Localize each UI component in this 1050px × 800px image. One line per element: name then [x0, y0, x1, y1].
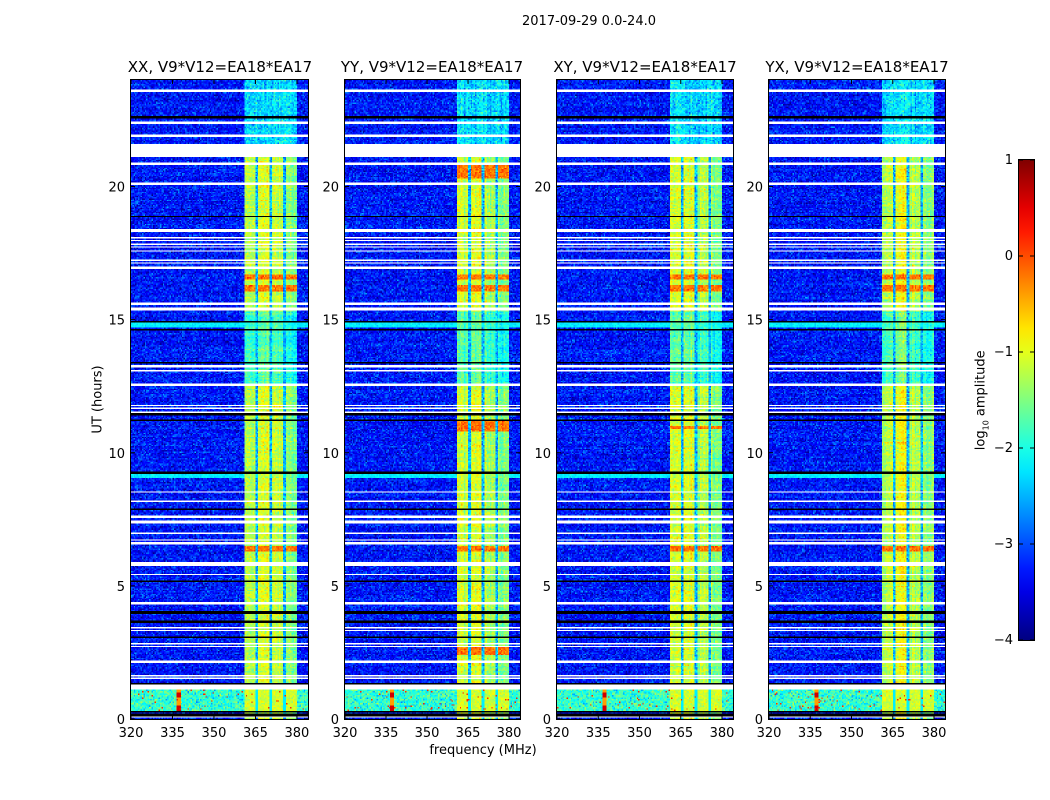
- y-tick-label: 20: [534, 181, 551, 196]
- heatmap-panel-yy: [344, 79, 521, 720]
- y-tick-label: 10: [322, 447, 339, 462]
- x-tick-label: 380: [285, 726, 310, 741]
- x-axis-label: frequency (MHz): [429, 743, 537, 758]
- figure-title: 2017-09-29 0.0-24.0: [522, 14, 656, 29]
- x-tick-label: 350: [415, 726, 440, 741]
- heatmap-panel-xy: [556, 79, 734, 720]
- x-tick-label: 365: [243, 726, 268, 741]
- panel-title-xy: XY, V9*V12=EA18*EA17: [553, 58, 737, 76]
- x-tick-label: 335: [586, 726, 611, 741]
- y-tick-label: 15: [534, 314, 551, 329]
- x-tick-label: 320: [333, 726, 358, 741]
- panel-title-yx: YX, V9*V12=EA18*EA17: [765, 58, 949, 76]
- x-tick-label: 335: [798, 726, 823, 741]
- y-tick-label: 15: [108, 314, 125, 329]
- x-tick-label: 320: [119, 726, 144, 741]
- y-tick-label: 0: [543, 713, 551, 728]
- y-tick-label: 5: [755, 580, 763, 595]
- y-tick-label: 15: [322, 314, 339, 329]
- colorbar-tick-label: 1: [1005, 153, 1013, 168]
- y-tick-label: 0: [117, 713, 125, 728]
- y-tick-label: 15: [746, 314, 763, 329]
- x-tick-label: 320: [757, 726, 782, 741]
- x-tick-label: 365: [880, 726, 905, 741]
- x-tick-label: 320: [545, 726, 570, 741]
- colorbar-tick-label: −4: [994, 633, 1013, 648]
- x-tick-label: 350: [627, 726, 652, 741]
- x-tick-label: 365: [456, 726, 481, 741]
- colorbar: [1018, 159, 1035, 641]
- panel-title-yy: YY, V9*V12=EA18*EA17: [340, 58, 524, 76]
- colorbar-tick-label: −2: [994, 441, 1013, 456]
- y-tick-label: 20: [322, 181, 339, 196]
- y-tick-label: 20: [746, 181, 763, 196]
- y-tick-label: 10: [746, 447, 763, 462]
- y-tick-label: 5: [331, 580, 339, 595]
- x-tick-label: 350: [202, 726, 227, 741]
- x-tick-label: 335: [160, 726, 185, 741]
- colorbar-tick-label: −3: [994, 537, 1013, 552]
- y-tick-label: 5: [543, 580, 551, 595]
- heatmap-image-yx: [769, 80, 945, 719]
- y-tick-label: 5: [117, 580, 125, 595]
- colorbar-tick-label: −1: [994, 345, 1013, 360]
- heatmap-image-yy: [345, 80, 520, 719]
- x-tick-label: 380: [922, 726, 947, 741]
- panel-title-xx: XX, V9*V12=EA18*EA17: [127, 58, 313, 76]
- y-tick-label: 10: [534, 447, 551, 462]
- x-tick-label: 350: [839, 726, 864, 741]
- x-tick-label: 335: [374, 726, 399, 741]
- y-tick-label: 20: [108, 181, 125, 196]
- heatmap-image-xy: [557, 80, 733, 719]
- y-tick-label: 0: [755, 713, 763, 728]
- y-tick-label: 0: [331, 713, 339, 728]
- x-tick-label: 380: [710, 726, 735, 741]
- heatmap-panel-yx: [768, 79, 946, 720]
- y-tick-label: 10: [108, 447, 125, 462]
- heatmap-image-xx: [131, 80, 308, 719]
- colorbar-tick-label: 0: [1005, 249, 1013, 264]
- x-tick-label: 380: [497, 726, 522, 741]
- heatmap-panel-xx: [130, 79, 309, 720]
- x-tick-label: 365: [668, 726, 693, 741]
